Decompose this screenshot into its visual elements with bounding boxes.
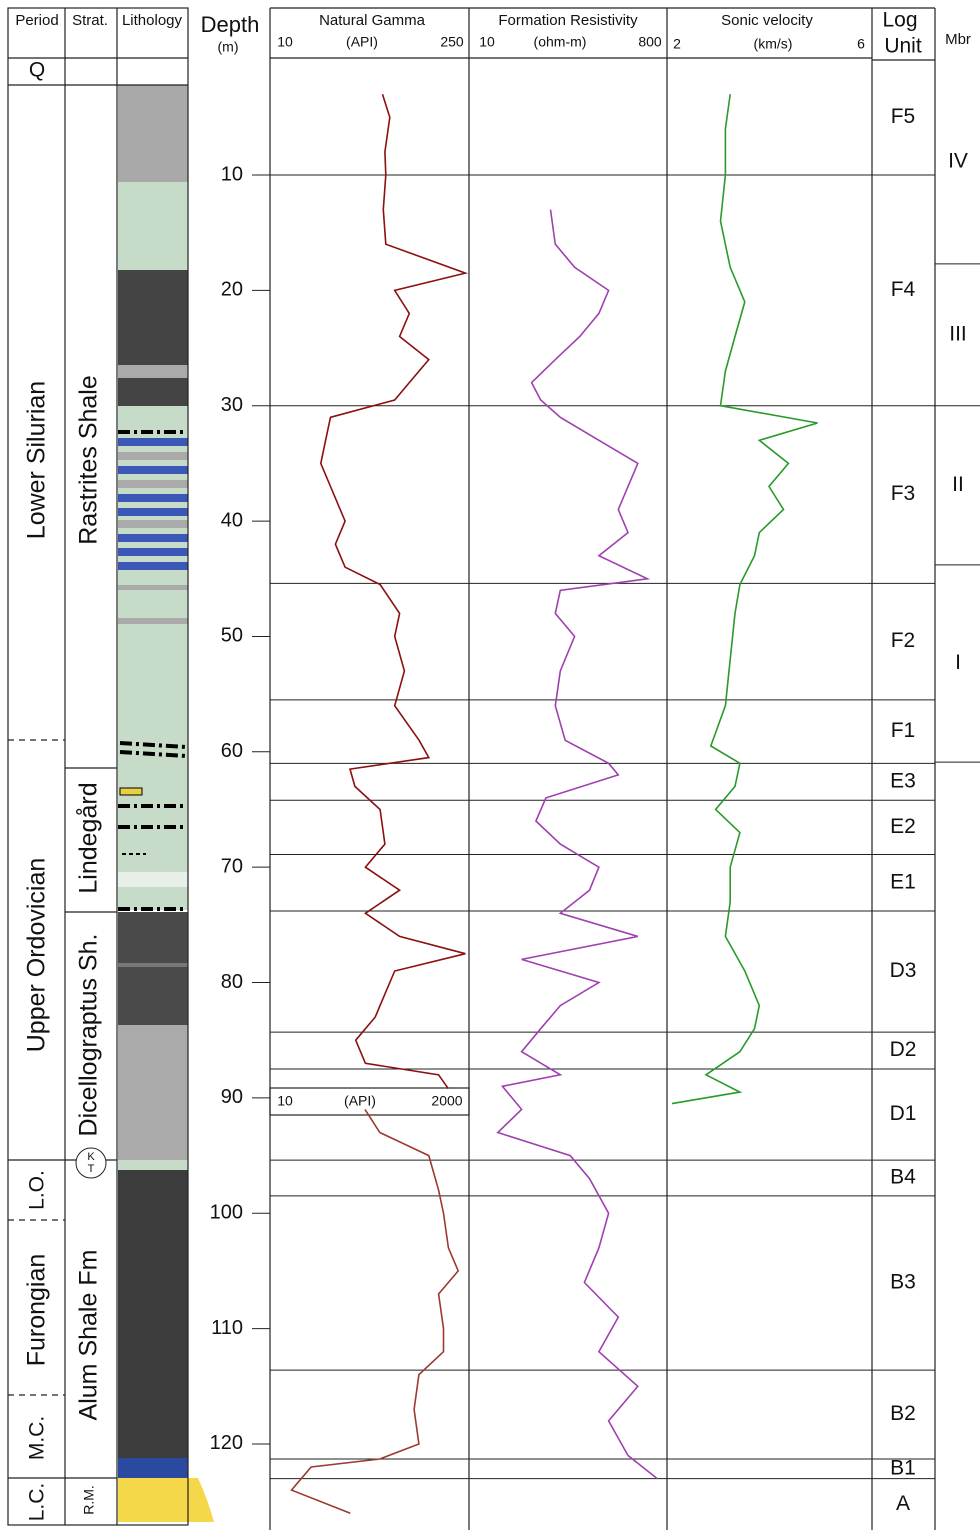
scale-label: 800 (638, 34, 662, 50)
member-label: IV (948, 149, 968, 172)
track-title: Natural Gamma (319, 12, 426, 29)
period-label: L.O. (26, 1170, 49, 1210)
member-label: I (955, 651, 961, 674)
depth-tick-label: 70 (221, 855, 243, 877)
kt-circle (75, 1147, 107, 1179)
depth-tick-label: 120 (210, 1432, 243, 1454)
scale-unit: (ohm-m) (534, 34, 587, 50)
depth-tick-label: 10 (221, 163, 243, 185)
log-curve (290, 1108, 460, 1514)
depth-tick-label: 90 (221, 1086, 243, 1108)
member-label: II (952, 473, 964, 496)
log-curve (671, 94, 818, 1105)
header: Log (882, 9, 917, 32)
header: Strat. (72, 12, 108, 29)
depth-tick-label: 40 (221, 509, 243, 531)
period-label: M.C. (26, 1416, 49, 1460)
scale-label: 2000 (431, 1093, 462, 1109)
header: Unit (884, 35, 922, 58)
frame (7, 7, 936, 1530)
depth-tick-label: 80 (221, 971, 243, 993)
strat-label: Alum Shale Fm (75, 1250, 103, 1421)
period-label: Lower Silurian (23, 381, 51, 539)
scale-label: 10 (277, 34, 293, 50)
header: Mbr (945, 31, 971, 48)
depth-tick-label: 30 (221, 394, 243, 416)
depth-tick-label: 60 (221, 740, 243, 762)
scale-label: 250 (440, 34, 464, 50)
scale-label: 10 (277, 1093, 293, 1109)
track-title: Formation Resistivity (498, 12, 638, 29)
strat-label: Rastrites Shale (75, 375, 103, 545)
log-unit-label: F5 (891, 105, 916, 128)
strat-label: Dicellograptus Sh. (75, 934, 103, 1137)
lithology (118, 85, 214, 1522)
log-unit-label: B3 (890, 1271, 916, 1294)
log-unit-label: B4 (890, 1166, 916, 1189)
strat-label: R.M. (81, 1485, 97, 1515)
kt-label: K (87, 1151, 95, 1163)
header: Period (15, 12, 58, 29)
log-unit-label: E1 (890, 870, 916, 893)
depth-tick-label: 20 (221, 279, 243, 301)
log-unit-label: A (896, 1492, 910, 1515)
header: (m) (218, 39, 239, 55)
scale-label: 6 (857, 36, 865, 52)
period-label: Upper Ordovician (23, 858, 51, 1053)
period-label: Q (29, 59, 45, 82)
depth-tick-label: 50 (221, 625, 243, 647)
log-curve (319, 93, 469, 1090)
depth-tick-label: 110 (211, 1317, 243, 1339)
log-curve (496, 209, 658, 1480)
strat-label: Lindegård (75, 782, 103, 893)
log-unit-label: F3 (891, 482, 916, 505)
track-title: Sonic velocity (721, 12, 813, 29)
log-unit-label: F1 (891, 719, 916, 742)
scale-unit: (km/s) (754, 36, 793, 52)
log-unit-label: E3 (890, 769, 916, 792)
scale-unit: (API) (346, 34, 378, 50)
log-unit-label: F4 (891, 278, 916, 301)
log-unit-label: B1 (890, 1456, 916, 1479)
scale-label: 2 (673, 36, 681, 52)
log-unit-label: D2 (890, 1038, 917, 1061)
period-label: L.C. (26, 1483, 49, 1522)
member-label: III (949, 322, 967, 345)
period-label: Furongian (23, 1254, 51, 1367)
log-unit-label: B2 (890, 1402, 916, 1425)
kt-label: T (88, 1163, 95, 1175)
log-unit-label: E2 (890, 815, 916, 838)
depth-tick-label: 100 (210, 1202, 243, 1224)
scale-label: 10 (479, 34, 495, 50)
scale-unit: (API) (344, 1093, 376, 1109)
log-unit-label: F2 (891, 629, 916, 652)
log-unit-label: D1 (890, 1102, 917, 1125)
header: Lithology (122, 12, 183, 29)
header: Depth (201, 12, 260, 37)
log-unit-label: D3 (890, 959, 917, 982)
